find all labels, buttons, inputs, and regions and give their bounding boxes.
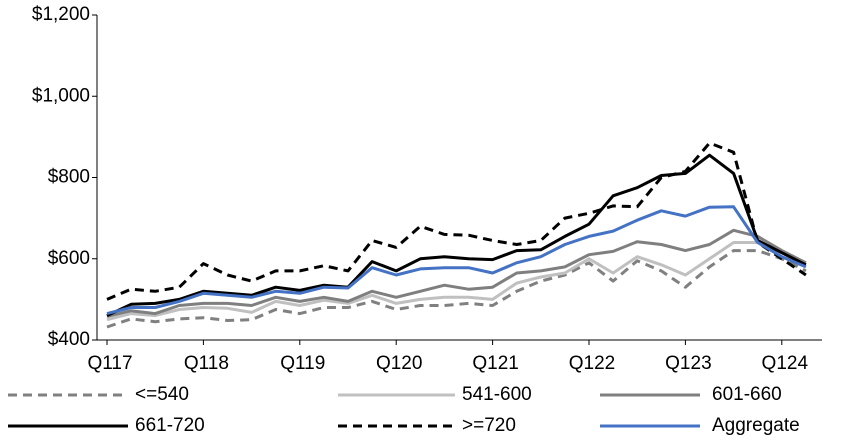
series-line xyxy=(106,141,807,301)
legend-label: <=540 xyxy=(135,384,189,405)
x-tick-label: Q120 xyxy=(376,353,422,374)
legend-label: 541-600 xyxy=(462,384,532,405)
legend-label: Aggregate xyxy=(712,415,800,436)
y-tick-label: $1,000 xyxy=(32,85,90,106)
series-line xyxy=(106,205,807,316)
legend-label: 601-660 xyxy=(712,384,782,405)
x-tick-label: Q123 xyxy=(665,353,711,374)
series-line xyxy=(106,241,807,322)
series-line xyxy=(106,153,807,317)
x-tick-label: Q117 xyxy=(87,353,132,374)
y-tick-label: $600 xyxy=(48,248,90,269)
series-line xyxy=(106,228,807,318)
y-tick-label: $400 xyxy=(48,329,90,350)
legend-label: >=720 xyxy=(462,415,516,436)
x-tick-label: Q122 xyxy=(569,353,615,374)
x-tick-label: Q124 xyxy=(762,353,809,374)
y-tick-label: $800 xyxy=(48,167,90,188)
y-tick-label: $1,200 xyxy=(32,4,90,25)
legend-label: 661-720 xyxy=(135,415,205,436)
x-tick-label: Q118 xyxy=(184,353,229,374)
series-line xyxy=(106,249,807,329)
x-tick-label: Q119 xyxy=(280,353,325,374)
x-tick-label: Q121 xyxy=(472,353,518,374)
